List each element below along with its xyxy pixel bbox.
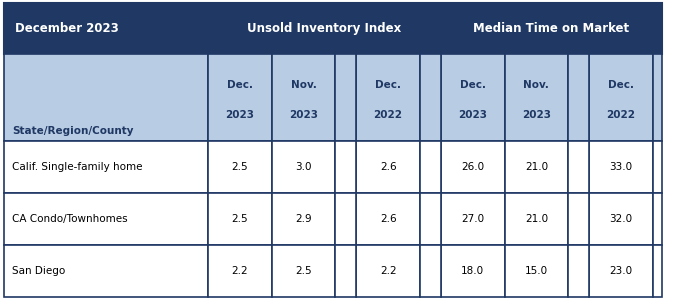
Text: State/Region/County: State/Region/County [12,126,134,136]
Bar [4,3,208,54]
Bar [441,54,505,141]
Bar [568,193,589,245]
Bar [272,141,335,193]
Text: 3.0: 3.0 [295,162,312,172]
Bar [653,141,662,193]
Bar [505,141,568,193]
Text: Nov.: Nov. [290,80,316,90]
Bar [4,54,208,141]
Text: December 2023: December 2023 [15,22,119,35]
Text: Calif. Single-family home: Calif. Single-family home [12,162,142,172]
Text: CA Condo/Townhomes: CA Condo/Townhomes [12,214,127,224]
Bar [589,245,653,297]
Bar [208,3,441,54]
Bar [335,54,356,141]
Bar [441,3,662,54]
Bar [653,193,662,245]
Bar [208,193,272,245]
Bar [4,3,662,54]
Text: 2022: 2022 [374,110,402,120]
Bar [335,245,356,297]
Text: Dec.: Dec. [227,80,253,90]
Text: Median Time on Market: Median Time on Market [473,22,629,35]
Bar [441,193,505,245]
Bar [4,193,208,245]
Text: 23.0: 23.0 [610,266,633,276]
Bar [356,193,420,245]
Bar [568,54,589,141]
Bar [208,141,272,193]
Text: Unsold Inventory Index: Unsold Inventory Index [247,22,402,35]
Text: 2022: 2022 [606,110,636,120]
Bar [335,193,356,245]
Text: 2.9: 2.9 [295,214,312,224]
Text: 2.5: 2.5 [232,162,248,172]
Bar [208,245,272,297]
Text: 33.0: 33.0 [610,162,633,172]
Text: 32.0: 32.0 [610,214,633,224]
Text: 2.6: 2.6 [380,214,396,224]
Text: 2.6: 2.6 [380,162,396,172]
Bar [505,54,568,141]
Bar [505,245,568,297]
Bar [505,193,568,245]
Text: 2.2: 2.2 [380,266,396,276]
Bar [568,245,589,297]
Bar [420,193,441,245]
Text: Nov.: Nov. [524,80,550,90]
Text: 2023: 2023 [458,110,487,120]
Text: 21.0: 21.0 [525,214,548,224]
Bar [589,193,653,245]
Text: 2.5: 2.5 [232,214,248,224]
Bar [272,54,335,141]
Bar [441,245,505,297]
Bar [208,54,272,141]
Bar [420,54,441,141]
Bar [356,141,420,193]
Text: San Diego: San Diego [12,266,65,276]
Bar [420,141,441,193]
Bar [420,245,441,297]
Text: 26.0: 26.0 [461,162,484,172]
Bar [653,54,662,141]
Text: 27.0: 27.0 [461,214,484,224]
Text: 2.2: 2.2 [232,266,248,276]
Bar [4,141,208,193]
Bar [568,141,589,193]
Text: 2023: 2023 [289,110,318,120]
Bar [356,245,420,297]
Text: 2023: 2023 [522,110,551,120]
Text: Dec.: Dec. [460,80,486,90]
Text: Dec.: Dec. [375,80,401,90]
Text: 2023: 2023 [225,110,254,120]
Text: 15.0: 15.0 [525,266,548,276]
Bar [272,245,335,297]
Bar [589,141,653,193]
Text: 21.0: 21.0 [525,162,548,172]
Bar [272,193,335,245]
Bar [441,141,505,193]
Bar [356,54,420,141]
Bar [589,54,653,141]
Text: 18.0: 18.0 [461,266,484,276]
Bar [4,245,208,297]
Bar [335,141,356,193]
Text: 2.5: 2.5 [295,266,312,276]
Bar [653,245,662,297]
Text: Dec.: Dec. [608,80,634,90]
